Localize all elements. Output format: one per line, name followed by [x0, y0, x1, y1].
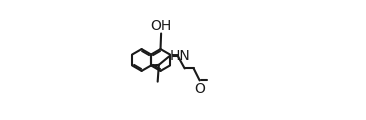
Text: OH: OH — [150, 19, 172, 33]
Text: HN: HN — [170, 49, 190, 63]
Text: O: O — [194, 82, 205, 96]
